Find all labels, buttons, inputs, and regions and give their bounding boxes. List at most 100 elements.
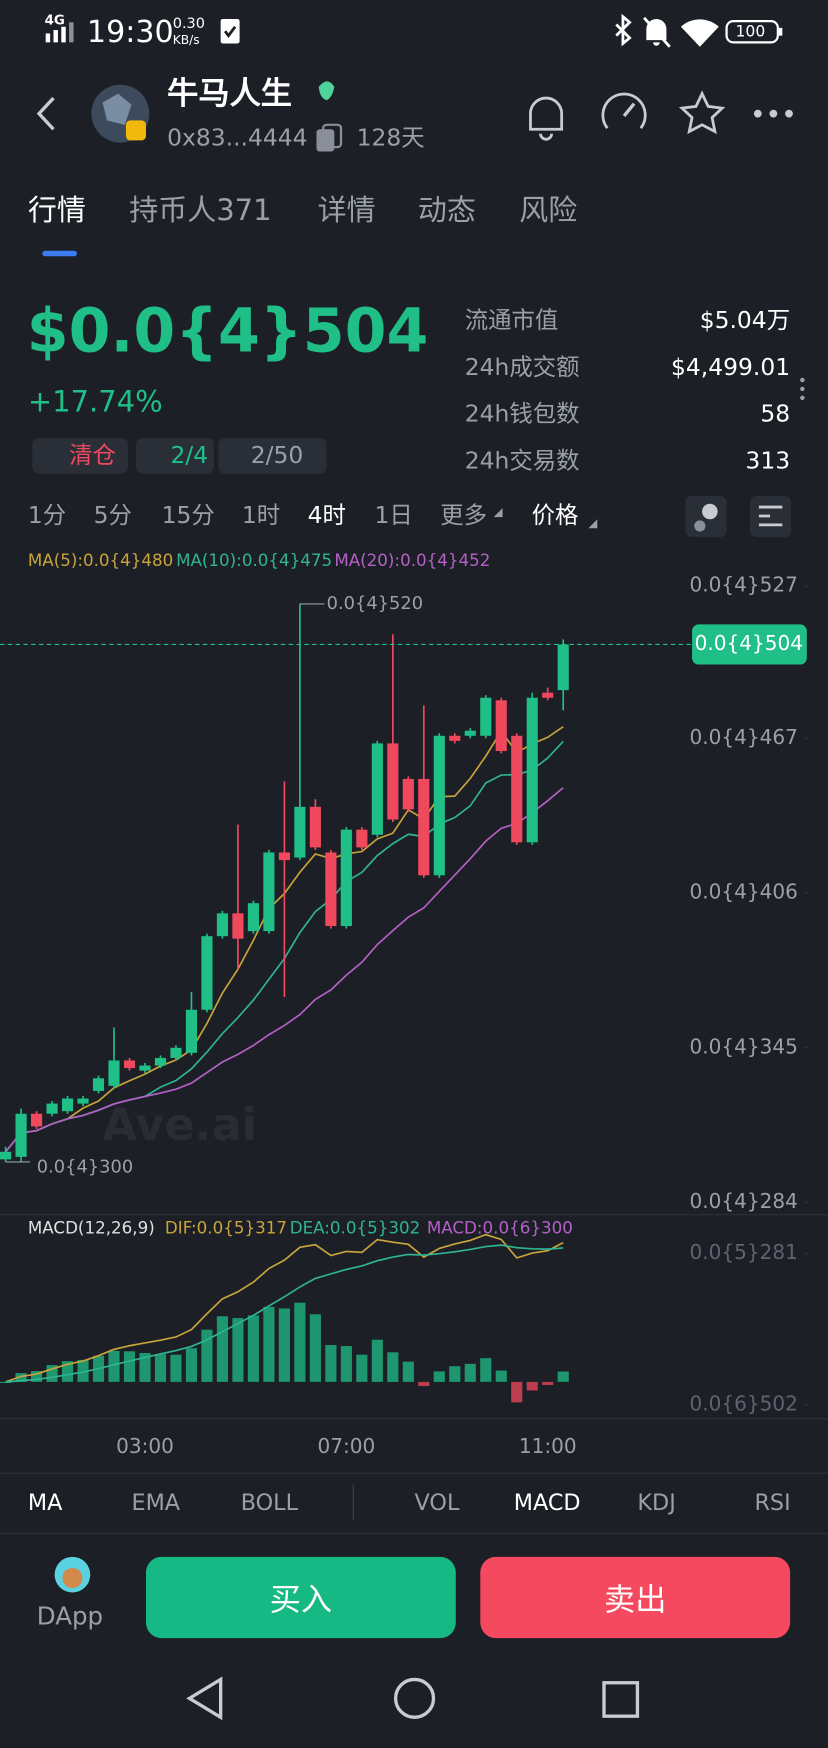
macd-bar (449, 1366, 461, 1382)
candle-body (15, 1113, 27, 1157)
interval[interactable]: 1分 (27, 501, 67, 529)
more-button[interactable] (753, 109, 793, 118)
macd-legend: MACD:0.0{6}300 (427, 1218, 573, 1238)
indicator[interactable]: EMA (131, 1488, 181, 1516)
interval[interactable]: 更多 (440, 501, 487, 529)
bell-button[interactable] (529, 96, 564, 141)
macd-bar (201, 1329, 213, 1382)
gauge-button[interactable] (601, 92, 647, 130)
macd-bar (371, 1339, 383, 1382)
indicator[interactable]: VOL (414, 1488, 460, 1516)
interval[interactable]: 15分 (161, 501, 215, 529)
macd-bar (185, 1348, 198, 1382)
stat-label: 24h钱包数 (464, 400, 580, 428)
signal-icon (45, 22, 74, 43)
verified-icon (318, 81, 335, 101)
candle-body (340, 829, 352, 927)
macd-legend: MACD(12,26,9) (28, 1218, 155, 1238)
nav-back[interactable] (186, 1676, 223, 1721)
favorite-button[interactable] (678, 90, 726, 135)
high-label: 0.0{4}520 (327, 593, 423, 614)
macd-bar (387, 1352, 399, 1382)
macd-bar (464, 1363, 476, 1382)
tag[interactable] (218, 437, 327, 474)
macd-legend: DIF:0.0{5}317 (165, 1218, 287, 1238)
battery-icon (725, 20, 779, 44)
battery-level: 100 (735, 22, 766, 41)
macd-y-tick-label: 0.0{5}281 (689, 1240, 797, 1264)
back-button[interactable] (36, 96, 55, 131)
buy-button[interactable]: 买入 (145, 1556, 456, 1639)
indicator[interactable]: MA (27, 1488, 63, 1516)
candle-body (557, 644, 569, 691)
watermark: Ave.ai (103, 1099, 257, 1151)
battery-tip (778, 27, 783, 36)
macd-bar (46, 1365, 58, 1382)
tab[interactable]: 详情 (317, 194, 376, 228)
settings-icon (758, 505, 783, 527)
macd-bar (480, 1358, 492, 1382)
macd-bar (139, 1352, 151, 1382)
candle-body (294, 806, 306, 858)
y-tick-label: 0.0{4}284 (689, 1189, 797, 1213)
tag[interactable] (32, 437, 129, 474)
candle-body (0, 1151, 12, 1160)
macd-bar (433, 1371, 445, 1382)
nav-home[interactable] (393, 1677, 436, 1719)
indicator[interactable]: KDJ (637, 1488, 676, 1516)
stat-value: 58 (760, 400, 791, 428)
y-tick-label: 0.0{4}345 (689, 1034, 797, 1058)
interval[interactable]: 1日 (374, 501, 413, 529)
candle-body (108, 1060, 120, 1086)
x-tick-label: 07:00 (317, 1434, 375, 1458)
interval[interactable]: 4时 (307, 501, 346, 529)
net-speed-unit: KB/s (172, 32, 200, 48)
token-age: 128天 (356, 124, 425, 151)
interval[interactable]: 价格 (531, 501, 579, 529)
macd-bar (495, 1370, 507, 1382)
macd-bar (232, 1318, 244, 1382)
tag[interactable] (135, 437, 214, 474)
ma-legend: MA(5):0.0{4}480 (28, 550, 173, 570)
draw-tool-icon (702, 503, 718, 520)
token-address[interactable]: 0x83...4444 (167, 124, 308, 151)
candle-body (46, 1103, 58, 1114)
x-tick-label: 03:00 (116, 1434, 174, 1458)
tab[interactable]: 动态 (417, 194, 476, 228)
ma-line (4, 787, 564, 1153)
candle-body (170, 1047, 182, 1058)
candle-body (356, 829, 368, 848)
y-tick-label: 0.0{4}527 (689, 573, 797, 597)
interval[interactable]: 5分 (93, 501, 132, 529)
token-name: 牛马人生 (167, 74, 292, 112)
indicator[interactable]: RSI (754, 1488, 791, 1516)
stat-value: 313 (745, 447, 791, 475)
candle-body (464, 730, 476, 736)
tab[interactable]: 行情 (27, 194, 86, 228)
tab[interactable]: 风险 (519, 194, 578, 228)
net-speed: 0.30 (172, 15, 205, 33)
tab[interactable]: 持币人371 (129, 194, 272, 228)
bell-off-slash (643, 16, 671, 48)
interval[interactable]: 1时 (241, 501, 281, 529)
tab-underline (42, 250, 77, 257)
candle-body (30, 1113, 43, 1127)
candle-body (433, 735, 445, 876)
check-icon (223, 25, 237, 38)
sell-button[interactable]: 卖出 (480, 1556, 791, 1639)
settings-button[interactable] (749, 495, 792, 538)
indicator[interactable]: MACD (513, 1488, 581, 1516)
macd-bar (30, 1371, 43, 1382)
candle-body (325, 852, 337, 927)
macd-bar (557, 1371, 569, 1382)
candle-body (263, 852, 275, 932)
dapp-label[interactable]: DApp (36, 1603, 104, 1632)
network: 4G (44, 12, 65, 28)
indicator[interactable]: BOLL (240, 1488, 298, 1516)
candle-body (526, 697, 538, 843)
candle-body (542, 692, 554, 698)
ma-legend: MA(10):0.0{4}475 (176, 550, 332, 570)
nav-recent[interactable] (602, 1681, 640, 1718)
candle-body (216, 913, 229, 937)
current-price-label: 0.0{4}504 (695, 631, 803, 655)
